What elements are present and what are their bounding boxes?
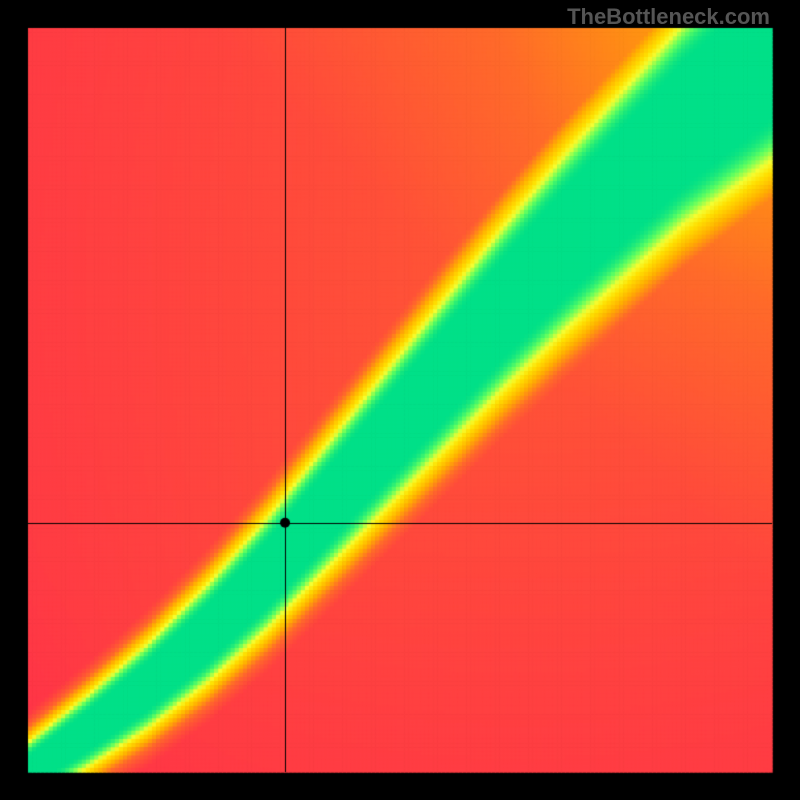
heatmap-plot [0,0,800,800]
watermark-text: TheBottleneck.com [567,4,770,30]
